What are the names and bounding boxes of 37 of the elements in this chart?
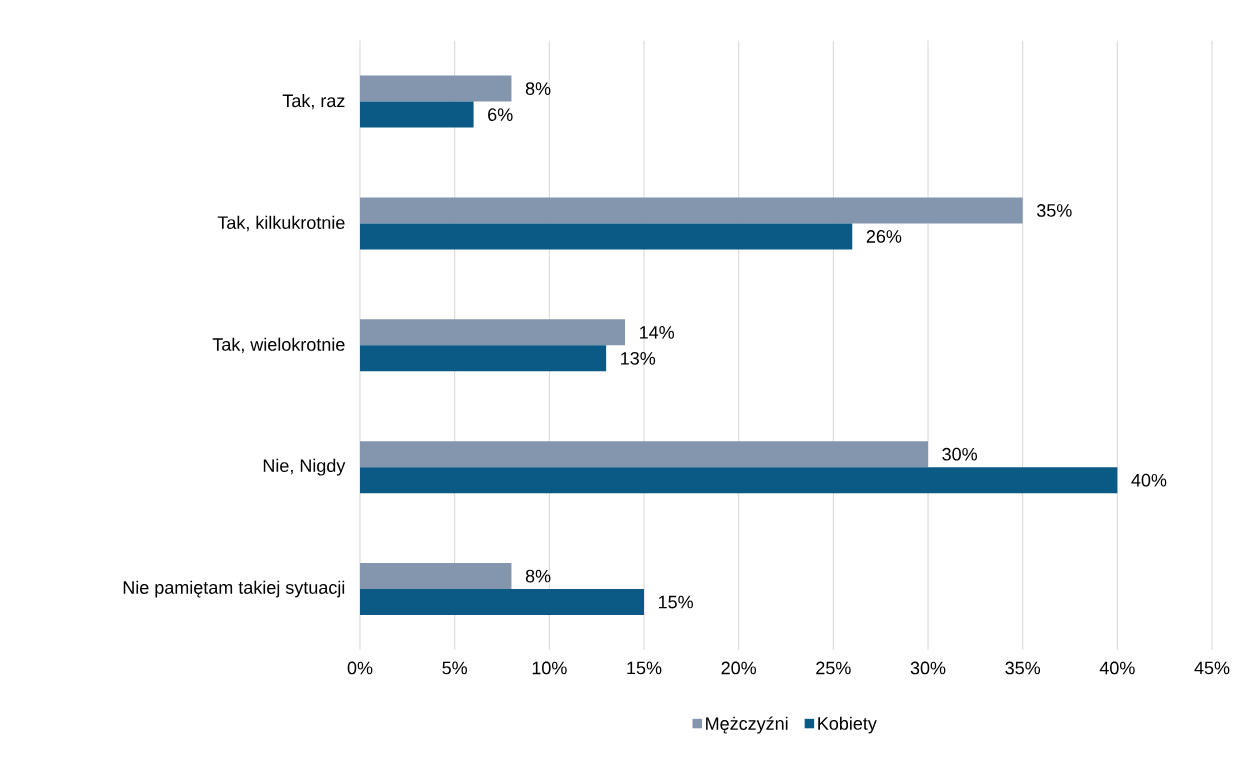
bar	[360, 589, 644, 616]
x-tick-label: 20%	[721, 661, 757, 675]
bar	[360, 197, 1023, 224]
bar	[360, 467, 1118, 494]
data-label: 8%	[525, 569, 551, 583]
y-tick-label: Tak, raz	[282, 93, 345, 110]
bar	[360, 345, 607, 372]
bar	[360, 101, 474, 128]
legend-label: Mężczyźni	[706, 716, 788, 734]
x-tick-label: 30%	[910, 661, 946, 675]
bar	[360, 223, 853, 250]
data-label: 13%	[621, 351, 656, 365]
y-tick-label: Nie pamiętam takiej sytuacji	[123, 580, 345, 598]
x-tick-label: 15%	[627, 661, 662, 675]
x-tick-label: 40%	[1099, 661, 1135, 675]
x-tick-label: 5%	[442, 661, 468, 675]
bar	[360, 441, 929, 468]
bar	[360, 319, 626, 346]
y-tick-label: Nie, Nigdy	[263, 458, 346, 476]
data-label: 8%	[525, 82, 551, 95]
data-label: 35%	[1036, 204, 1072, 217]
bar	[360, 75, 512, 102]
bar	[360, 563, 512, 590]
data-label: 6%	[488, 108, 513, 121]
y-tick-label: Tak, wielokrotnie	[212, 337, 345, 354]
x-tick-label: 25%	[816, 661, 851, 675]
y-tick-label: Tak, kilkukrotnie	[217, 215, 345, 232]
data-label: 14%	[640, 326, 675, 339]
x-tick-label: 35%	[1005, 661, 1041, 675]
x-tick-label: 45%	[1194, 661, 1230, 675]
x-tick-label: 0%	[347, 661, 373, 675]
data-label: 30%	[942, 447, 977, 461]
data-label: 40%	[1131, 473, 1167, 487]
data-label: 15%	[658, 595, 693, 609]
legend-label: Kobiety	[818, 716, 877, 734]
x-tick-label: 10%	[532, 661, 567, 675]
data-label: 26%	[866, 230, 902, 243]
